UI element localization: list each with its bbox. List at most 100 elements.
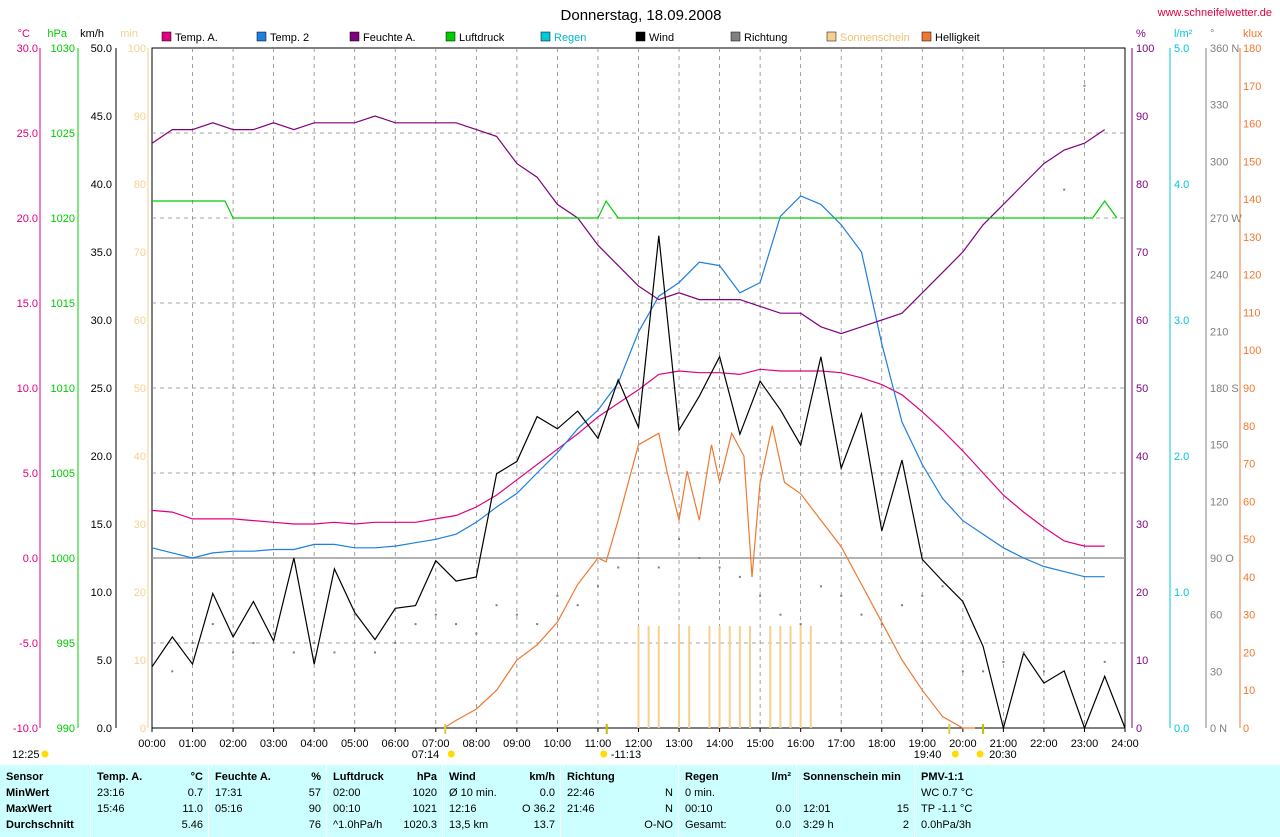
stats-value: O 36.2 <box>521 803 555 815</box>
axis-tick-label: 1010 <box>51 383 75 395</box>
direction-point <box>1042 670 1045 673</box>
axis-tick-label: 270 W <box>1210 213 1242 225</box>
stats-value: 0.0hPa/3h <box>921 819 972 831</box>
stats-row: Temp. A. °C <box>91 769 209 785</box>
axis-tick-label: 70 <box>134 247 146 259</box>
x-tick-label: 17:00 <box>827 738 855 750</box>
axis-tick-label: 5.0 <box>97 655 112 667</box>
legend-swatch <box>921 31 932 42</box>
stats-time: 23:16 <box>97 787 125 799</box>
axis-tick-label: 130 <box>1243 232 1261 244</box>
chart-title: Donnerstag, 18.09.2008 <box>561 7 722 24</box>
stats-column: Richtung 22:46 N 21:46 N O-NO <box>560 765 679 837</box>
direction-point <box>596 585 599 588</box>
x-tick-label: 24:00 <box>1111 738 1139 750</box>
direction-point <box>252 642 255 644</box>
axis-unit: hPa <box>47 28 67 40</box>
legend-label: Sonnenschein <box>840 32 910 44</box>
stats-row: Luftdruck hPa <box>327 769 443 785</box>
x-tick-label: 00:00 <box>138 738 166 750</box>
stats-header: Regen <box>685 771 719 783</box>
series-line-temp-2 <box>151 195 1105 578</box>
legend-label: Regen <box>554 32 586 44</box>
stats-column: Temp. A. °C 23:16 0.7 15:46 11.0 5.46 <box>90 765 209 837</box>
direction-point <box>495 604 498 607</box>
stats-header: Sonnenschein min <box>803 771 901 783</box>
stats-value: 0.0 <box>775 803 791 815</box>
axis-tick-label: 15.0 <box>91 519 112 531</box>
direction-point <box>232 651 235 654</box>
axis-tick-label: 90 O <box>1210 553 1234 565</box>
stats-row: TP -1.1 °C <box>915 801 1280 817</box>
direction-point <box>718 566 721 569</box>
legend-label: Temp. 2 <box>270 32 309 44</box>
x-tick-label: 22:00 <box>1030 738 1058 750</box>
axis-tick-label: 80 <box>1136 179 1148 191</box>
stats-row: 0.0hPa/3h <box>915 817 1280 833</box>
direction-point <box>779 613 782 616</box>
axis-tick-label: 40 <box>1243 572 1255 584</box>
x-tick-label: 09:00 <box>503 738 531 750</box>
axis-tick-label: 50.0 <box>91 43 112 55</box>
direction-point <box>1083 84 1086 87</box>
direction-point <box>1103 660 1106 663</box>
direction-point <box>171 670 174 673</box>
direction-point <box>536 623 539 626</box>
direction-point <box>292 651 295 654</box>
direction-point <box>819 585 822 588</box>
axis-tick-label: 60 <box>134 315 146 327</box>
axis-tick-label: 1.0 <box>1174 587 1189 599</box>
stats-row-label: Durchschnitt <box>6 819 74 831</box>
stats-row: 05:16 90 <box>209 801 327 817</box>
moonset-label: 20:30 <box>989 749 1017 761</box>
legend-label: Wind <box>649 32 674 44</box>
stats-time: 3:29 h <box>803 819 834 831</box>
direction-point <box>455 623 458 626</box>
legend-swatch <box>635 31 646 42</box>
stats-value: 2 <box>902 819 909 831</box>
direction-point <box>434 613 437 616</box>
legend-label: Luftdruck <box>459 32 505 44</box>
stats-time: 15:46 <box>97 803 125 815</box>
stats-row: Sensor <box>0 769 90 785</box>
series-layer <box>151 84 1126 731</box>
legend-label: Richtung <box>744 32 787 44</box>
direction-point <box>475 632 478 635</box>
stats-value: TP -1.1 °C <box>921 803 973 815</box>
direction-point <box>799 623 802 626</box>
series-line-wind <box>151 235 1126 731</box>
axis-tick-label: 30.0 <box>91 315 112 327</box>
axis-tick-label: 1025 <box>51 128 75 140</box>
x-tick-label: 21:00 <box>990 738 1018 750</box>
direction-point <box>982 670 985 673</box>
stats-row: MaxWert <box>0 801 90 817</box>
stats-time: 00:10 <box>685 803 713 815</box>
axis-tick-label: 1000 <box>51 553 75 565</box>
stats-header: Feuchte A. <box>215 771 271 783</box>
stats-header: Luftdruck <box>333 771 384 783</box>
axis-tick-label: 45.0 <box>91 111 112 123</box>
direction-point <box>414 623 417 626</box>
stats-row: MinWert <box>0 785 90 801</box>
legend-label: Feuchte A. <box>363 32 416 44</box>
stats-value: WC 0.7 °C <box>921 787 974 799</box>
stats-time: 12:01 <box>803 803 831 815</box>
stats-row-label: MaxWert <box>6 803 52 815</box>
website-link[interactable]: www.schneifelwetter.de <box>1157 7 1272 19</box>
axis-unit: °C <box>18 28 30 40</box>
legend-swatch <box>826 31 837 42</box>
stats-row: 17:31 57 <box>209 785 327 801</box>
stats-row: 22:46 N <box>561 785 679 801</box>
legend-swatch <box>161 31 172 42</box>
axis-tick-label: 1015 <box>51 298 75 310</box>
axis-tick-label: 0.0 <box>97 723 112 735</box>
legend-swatch <box>730 31 741 42</box>
axis-tick-label: 0 <box>1243 723 1249 735</box>
x-tick-label: 08:00 <box>463 738 491 750</box>
axis-tick-label: 25.0 <box>91 383 112 395</box>
moonrise-icon <box>41 750 49 758</box>
direction-point <box>353 613 356 616</box>
stats-header: Wind <box>449 771 476 783</box>
stats-value: 13.7 <box>533 819 555 831</box>
legend-label: Helligkeit <box>935 32 980 44</box>
